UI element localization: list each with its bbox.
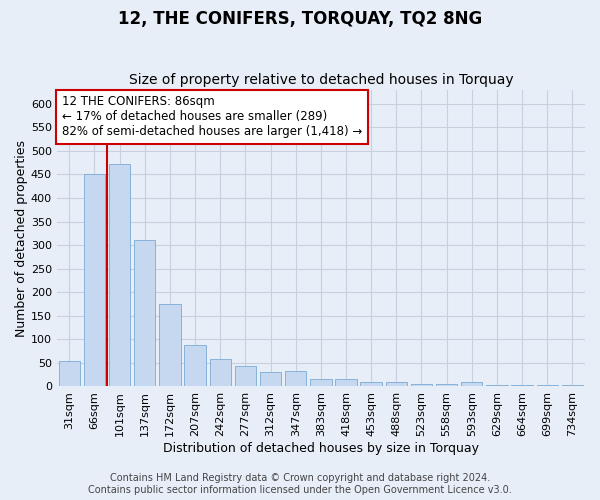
Bar <box>511 385 533 386</box>
Bar <box>260 372 281 386</box>
Bar <box>361 382 382 386</box>
Bar <box>109 164 130 386</box>
X-axis label: Distribution of detached houses by size in Torquay: Distribution of detached houses by size … <box>163 442 479 455</box>
Bar <box>411 384 432 386</box>
Bar <box>159 304 181 386</box>
Text: 12 THE CONIFERS: 86sqm
← 17% of detached houses are smaller (289)
82% of semi-de: 12 THE CONIFERS: 86sqm ← 17% of detached… <box>62 96 362 138</box>
Bar <box>59 360 80 386</box>
Bar <box>335 380 357 386</box>
Text: Contains HM Land Registry data © Crown copyright and database right 2024.
Contai: Contains HM Land Registry data © Crown c… <box>88 474 512 495</box>
Bar <box>436 384 457 386</box>
Text: 12, THE CONIFERS, TORQUAY, TQ2 8NG: 12, THE CONIFERS, TORQUAY, TQ2 8NG <box>118 10 482 28</box>
Bar <box>134 240 155 386</box>
Bar <box>386 382 407 386</box>
Title: Size of property relative to detached houses in Torquay: Size of property relative to detached ho… <box>128 73 513 87</box>
Bar <box>486 385 508 386</box>
Bar <box>310 380 332 386</box>
Bar <box>562 384 583 386</box>
Bar <box>235 366 256 386</box>
Bar <box>184 345 206 387</box>
Bar <box>536 385 558 386</box>
Bar <box>209 359 231 386</box>
Bar <box>285 372 307 386</box>
Y-axis label: Number of detached properties: Number of detached properties <box>15 140 28 336</box>
Bar <box>84 174 105 386</box>
Bar <box>461 382 482 386</box>
